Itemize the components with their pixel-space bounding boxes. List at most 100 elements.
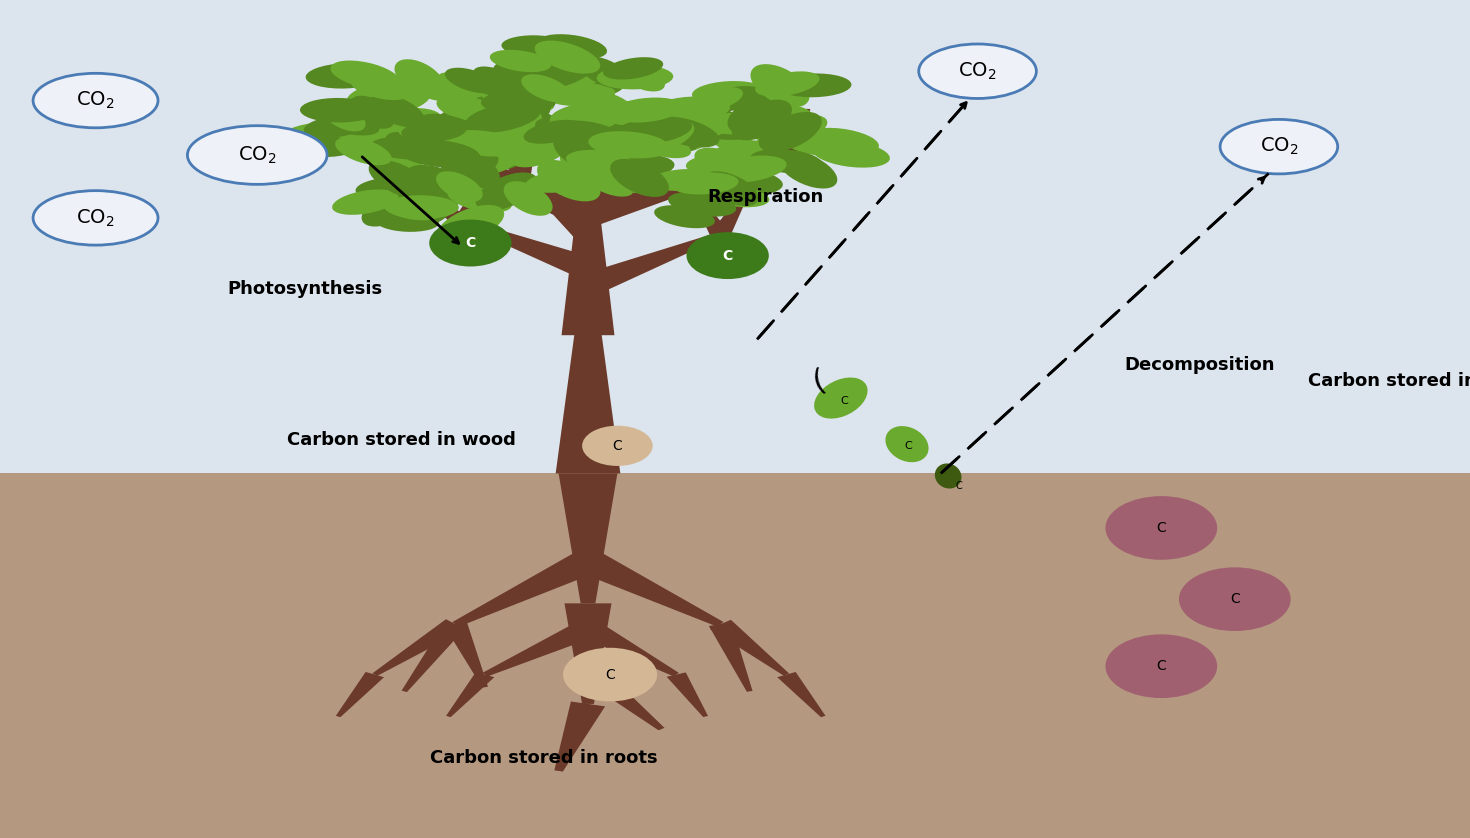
- Polygon shape: [388, 137, 594, 208]
- Polygon shape: [559, 473, 617, 603]
- Ellipse shape: [391, 168, 456, 193]
- Ellipse shape: [304, 115, 369, 137]
- Ellipse shape: [453, 153, 498, 182]
- Text: Respiration: Respiration: [707, 188, 823, 206]
- Ellipse shape: [331, 60, 400, 90]
- Ellipse shape: [495, 101, 551, 132]
- Ellipse shape: [384, 199, 441, 220]
- Ellipse shape: [487, 82, 554, 112]
- Ellipse shape: [447, 186, 512, 212]
- Ellipse shape: [594, 154, 675, 181]
- Ellipse shape: [597, 65, 673, 90]
- Ellipse shape: [885, 426, 929, 463]
- Polygon shape: [372, 619, 466, 676]
- Ellipse shape: [504, 181, 553, 215]
- Text: Carbon stored in roots: Carbon stored in roots: [431, 749, 657, 768]
- Ellipse shape: [935, 463, 961, 489]
- Polygon shape: [453, 176, 488, 224]
- Ellipse shape: [751, 65, 810, 107]
- Ellipse shape: [456, 149, 525, 173]
- Polygon shape: [575, 552, 723, 627]
- Ellipse shape: [537, 160, 601, 201]
- Ellipse shape: [510, 108, 573, 147]
- Ellipse shape: [634, 132, 691, 158]
- Polygon shape: [709, 623, 753, 691]
- Ellipse shape: [450, 132, 522, 161]
- Ellipse shape: [440, 111, 490, 143]
- Circle shape: [582, 426, 653, 466]
- Polygon shape: [576, 108, 635, 171]
- Ellipse shape: [187, 126, 326, 184]
- Ellipse shape: [401, 188, 460, 228]
- Text: CO$_2$: CO$_2$: [76, 90, 115, 111]
- Polygon shape: [667, 672, 709, 717]
- Polygon shape: [576, 665, 664, 730]
- Polygon shape: [335, 672, 384, 717]
- Ellipse shape: [467, 71, 544, 101]
- Ellipse shape: [369, 95, 425, 127]
- Ellipse shape: [384, 195, 459, 219]
- Ellipse shape: [512, 63, 562, 89]
- Ellipse shape: [669, 192, 736, 217]
- Ellipse shape: [757, 114, 828, 145]
- Ellipse shape: [522, 59, 601, 86]
- Ellipse shape: [335, 137, 391, 165]
- Ellipse shape: [670, 173, 738, 194]
- Ellipse shape: [531, 53, 597, 77]
- Ellipse shape: [612, 101, 673, 133]
- Ellipse shape: [778, 152, 838, 189]
- Ellipse shape: [300, 98, 378, 122]
- Polygon shape: [778, 672, 826, 717]
- Ellipse shape: [279, 122, 353, 147]
- Ellipse shape: [632, 130, 706, 153]
- Polygon shape: [482, 621, 598, 676]
- Ellipse shape: [566, 150, 632, 172]
- Ellipse shape: [776, 74, 851, 97]
- Text: C: C: [723, 249, 732, 262]
- Ellipse shape: [394, 59, 445, 96]
- Ellipse shape: [632, 119, 692, 143]
- Ellipse shape: [416, 127, 491, 153]
- Ellipse shape: [387, 174, 460, 198]
- Ellipse shape: [588, 119, 648, 160]
- Polygon shape: [710, 185, 753, 236]
- Text: Photosynthesis: Photosynthesis: [228, 280, 384, 298]
- Polygon shape: [581, 166, 751, 226]
- Text: CO$_2$: CO$_2$: [238, 144, 276, 166]
- Ellipse shape: [704, 112, 781, 140]
- Polygon shape: [373, 112, 426, 158]
- Polygon shape: [786, 109, 810, 152]
- Polygon shape: [378, 101, 397, 139]
- Ellipse shape: [465, 103, 541, 132]
- Ellipse shape: [398, 140, 481, 168]
- Polygon shape: [453, 552, 601, 627]
- Ellipse shape: [444, 130, 520, 157]
- Ellipse shape: [472, 132, 534, 162]
- Ellipse shape: [750, 149, 822, 173]
- Ellipse shape: [354, 191, 422, 213]
- Ellipse shape: [528, 79, 582, 101]
- Ellipse shape: [669, 118, 731, 141]
- Ellipse shape: [610, 159, 669, 197]
- Ellipse shape: [700, 168, 784, 195]
- Text: Carbon stored in wood: Carbon stored in wood: [287, 431, 516, 449]
- Ellipse shape: [654, 205, 714, 228]
- Ellipse shape: [694, 147, 756, 184]
- Circle shape: [1105, 496, 1217, 560]
- Ellipse shape: [482, 76, 560, 105]
- Polygon shape: [645, 109, 670, 152]
- Ellipse shape: [550, 101, 623, 128]
- Ellipse shape: [554, 121, 623, 147]
- Bar: [0, 0, 1470, 473]
- Ellipse shape: [356, 177, 416, 198]
- Circle shape: [429, 220, 512, 266]
- Text: C: C: [613, 439, 622, 453]
- Polygon shape: [578, 232, 723, 294]
- Ellipse shape: [617, 60, 664, 91]
- Ellipse shape: [703, 171, 759, 206]
- Text: C: C: [1230, 592, 1239, 606]
- Ellipse shape: [598, 118, 670, 154]
- Ellipse shape: [476, 173, 538, 210]
- Polygon shape: [460, 220, 598, 277]
- Polygon shape: [484, 127, 531, 178]
